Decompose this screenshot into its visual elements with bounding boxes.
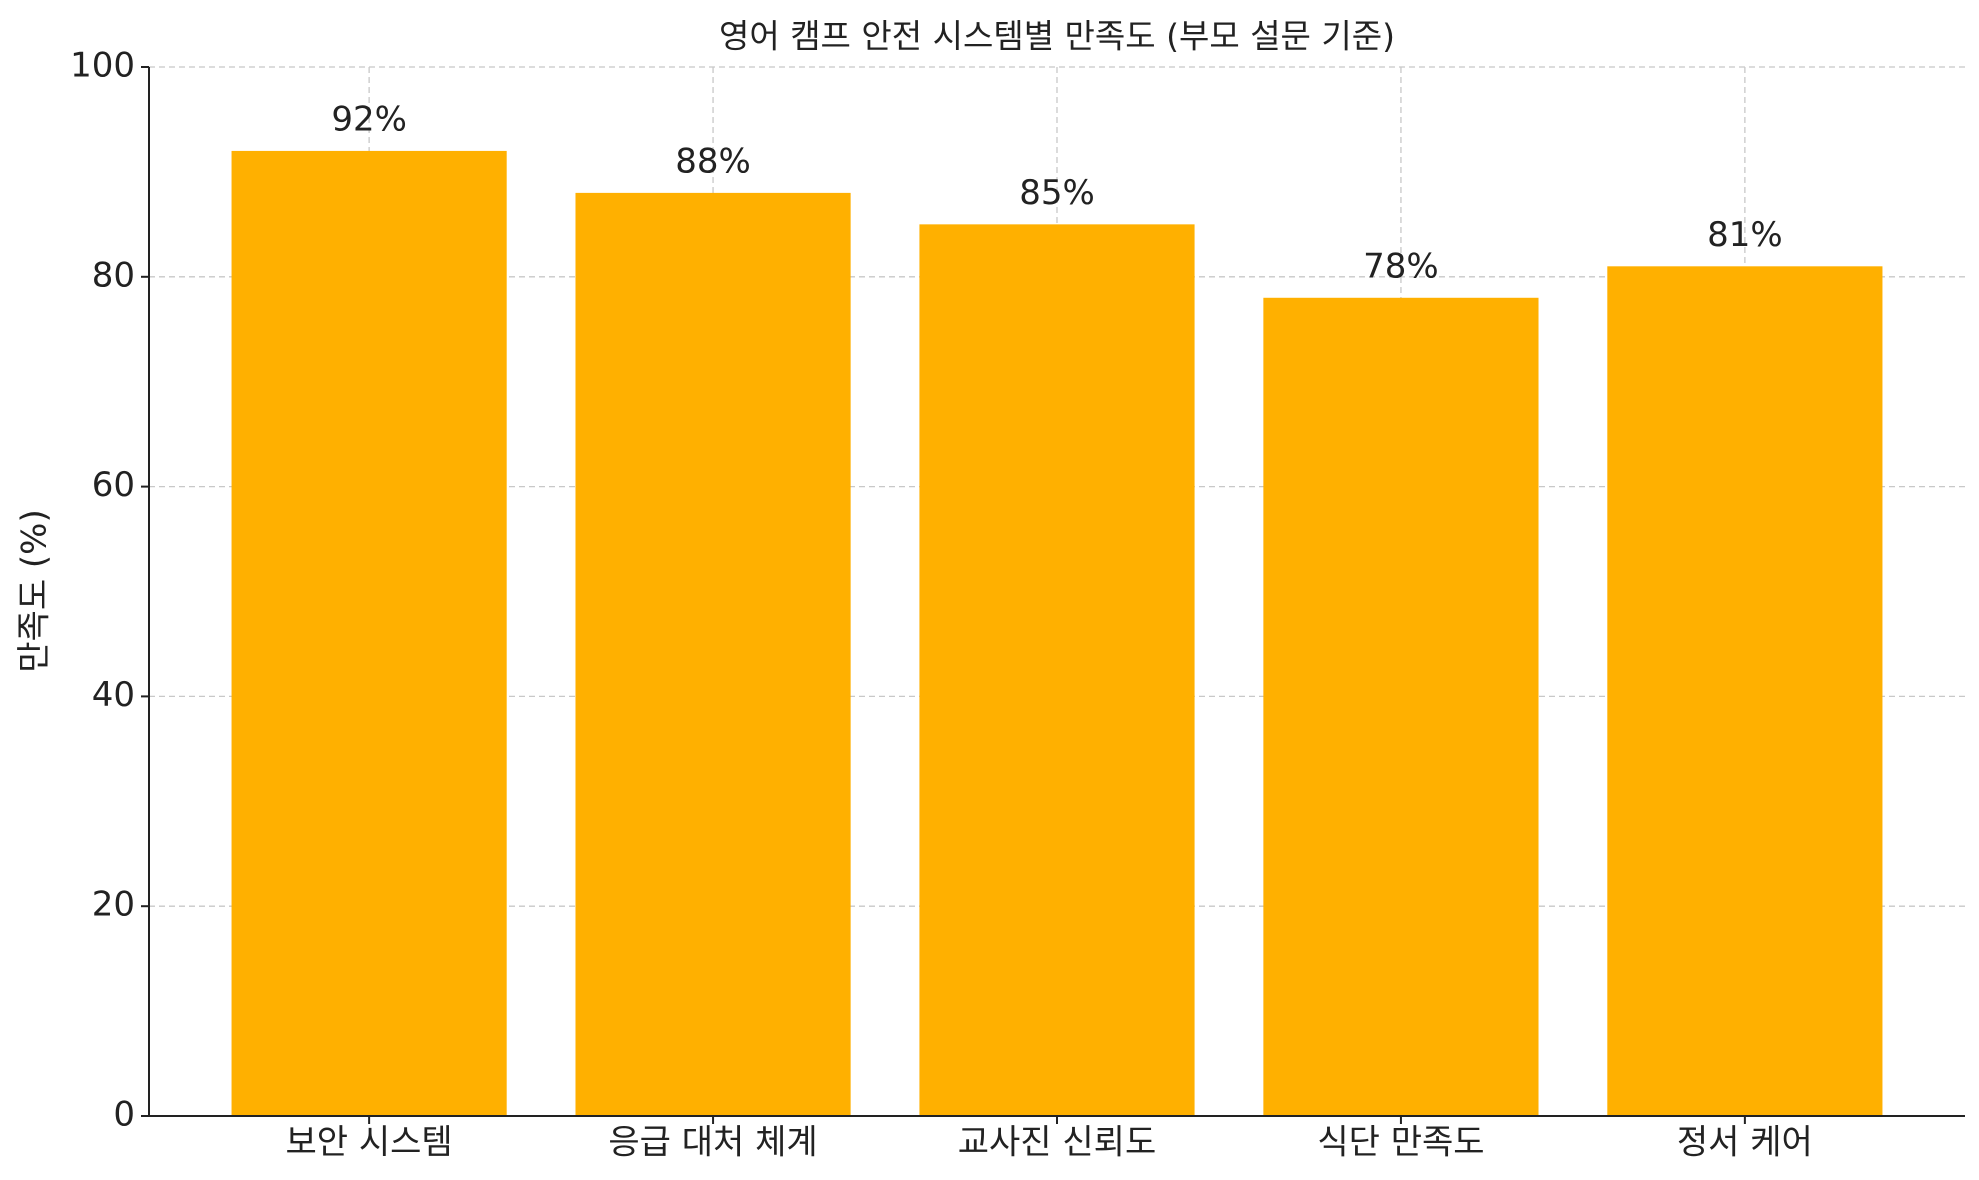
- x-tick-label: 식단 만족도: [1317, 1123, 1484, 1163]
- bar: [1607, 266, 1883, 1116]
- y-tick-label: 60: [92, 465, 135, 505]
- value-label: 78%: [1363, 246, 1439, 286]
- chart-title: 영어 캠프 안전 시스템별 만족도 (부모 설문 기준): [719, 17, 1395, 56]
- y-tick-label: 40: [92, 675, 135, 715]
- value-label: 81%: [1707, 215, 1783, 255]
- y-axis-label: 만족도 (%): [15, 509, 55, 672]
- x-tick-label: 보안 시스템: [286, 1123, 453, 1163]
- bar: [575, 192, 851, 1116]
- bar: [1263, 297, 1539, 1116]
- x-tick-label: 교사진 신뢰도: [958, 1123, 1157, 1163]
- bar: [231, 150, 507, 1117]
- x-tick-label: 정서 케어: [1677, 1123, 1813, 1163]
- x-tick-label: 응급 대처 체계: [608, 1123, 817, 1163]
- value-label: 85%: [1019, 173, 1095, 213]
- value-label: 88%: [675, 141, 751, 181]
- y-tick-label: 20: [92, 885, 135, 925]
- y-tick-label: 80: [92, 255, 135, 295]
- bar: [919, 224, 1195, 1117]
- y-tick-label: 100: [70, 46, 135, 86]
- value-label: 92%: [331, 99, 407, 139]
- y-tick-label: 0: [113, 1095, 135, 1135]
